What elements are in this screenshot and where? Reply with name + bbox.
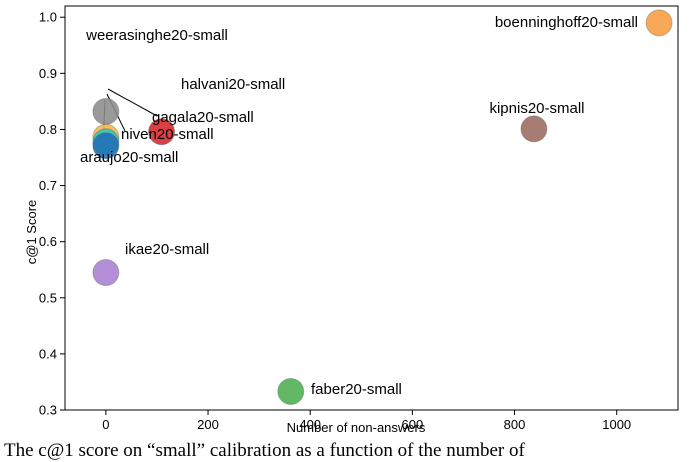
data-point	[148, 118, 176, 146]
point-label: halvani20-small	[181, 76, 285, 93]
point-label: boenninghoff20-small	[495, 14, 638, 31]
point-label: araujo20-small	[80, 149, 178, 166]
x-tick-label: 0	[102, 417, 109, 432]
y-tick-label: 1.0	[39, 10, 57, 25]
x-tick-label: 800	[504, 417, 526, 432]
data-point	[92, 259, 120, 287]
y-tick-label: 0.3	[39, 403, 57, 418]
y-tick-label: 0.4	[39, 346, 57, 361]
x-tick-label: 600	[402, 417, 424, 432]
y-axis-ticks: 0.3 0.4 0.5 0.6 0.7 0.8 0.9 1.0	[39, 10, 65, 418]
x-tick-label: 1000	[602, 417, 631, 432]
data-point	[520, 115, 548, 143]
x-axis-ticks: 0 200 400 600 800 1000	[102, 410, 631, 432]
point-label: gagala20-small	[152, 109, 254, 126]
x-tick-label: 200	[197, 417, 219, 432]
data-point	[645, 9, 673, 37]
data-points: weerasinghe20-small gagala20-smallniven20…	[80, 9, 673, 405]
y-tick-label: 0.9	[39, 66, 57, 81]
point-label: faber20-small	[311, 381, 402, 398]
y-tick-label: 0.6	[39, 234, 57, 249]
scatter-chart: 0 200 400 600 800 1000 0.3 0.4 0.5 0.6 0.7 0.8 0.9 1…	[24, 5, 679, 435]
y-axis-title: c@1 Score	[24, 200, 39, 265]
y-tick-label: 0.7	[39, 178, 57, 193]
data-point	[92, 97, 120, 125]
data-point	[277, 377, 305, 405]
point-label: ikae20-small	[125, 241, 209, 258]
leader-line-gagala	[107, 88, 158, 117]
point-label: kipnis20-small	[489, 100, 584, 117]
plot-frame	[64, 5, 679, 411]
x-tick-label: 400	[299, 417, 321, 432]
point-label: niven20-small	[121, 126, 214, 143]
y-tick-label: 0.8	[39, 122, 57, 137]
point-label: weerasinghe20-small	[85, 27, 228, 44]
data-point	[92, 132, 120, 160]
x-axis-title: Number of non-answers	[287, 420, 426, 435]
figure-caption: The c@1 score on “small” calibration as …	[4, 440, 525, 461]
y-tick-label: 0.5	[39, 290, 57, 305]
